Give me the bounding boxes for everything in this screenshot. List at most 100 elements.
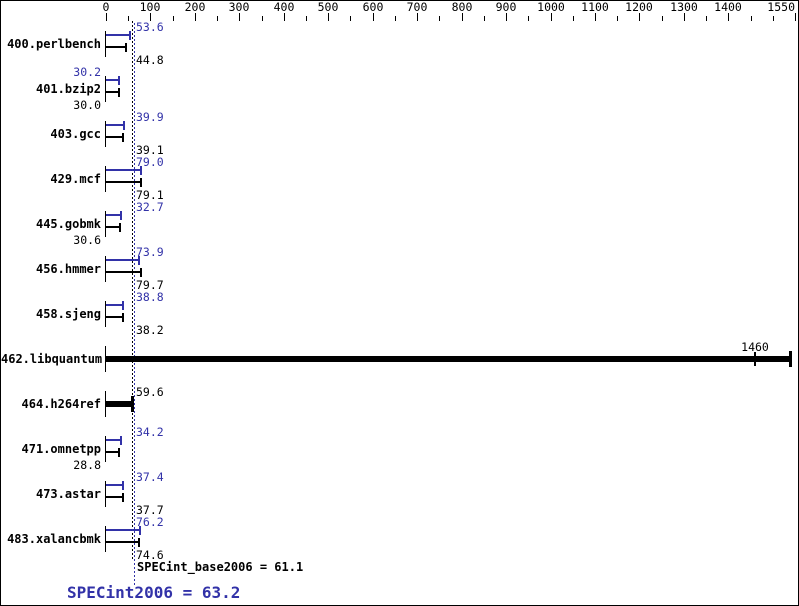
peak-bar — [106, 484, 123, 486]
axis-tick-label: 1100 — [581, 0, 609, 14]
benchmark-label: 464.h264ref — [21, 397, 101, 411]
peak-bar — [106, 169, 141, 171]
axis-tick — [484, 16, 485, 21]
x-axis: 0 100 200 300 400 500 600 700 800 900 1000 1100 1200… — [1, 0, 798, 23]
peak-bar — [106, 259, 139, 261]
base-value-label: 79.7 — [136, 278, 164, 292]
base-bar — [106, 496, 123, 498]
row-axis-baseline — [105, 526, 106, 552]
axis-tick — [662, 16, 663, 21]
benchmark-label: 462.libquantum — [1, 352, 103, 366]
row-axis-baseline — [105, 121, 106, 147]
row-axis-baseline — [105, 436, 106, 462]
row-axis-baseline — [105, 76, 106, 102]
axis-tick — [551, 13, 552, 21]
peak-bar — [106, 34, 130, 36]
base-bar — [106, 541, 139, 543]
peak-value-label: 30.2 — [73, 65, 101, 79]
axis-tick-label: 0 — [102, 0, 110, 14]
axis-tick — [795, 13, 796, 21]
result-value-label: 1460 — [741, 340, 769, 354]
peak-bar-endcap — [118, 76, 120, 85]
base-value-label: 38.2 — [136, 323, 164, 337]
base-bar — [106, 91, 119, 93]
base-bar — [106, 46, 126, 48]
axis-tick — [284, 13, 285, 21]
axis-tick — [328, 13, 329, 21]
base-value-label: 28.8 — [73, 458, 101, 472]
result-bar — [106, 356, 790, 362]
row-axis-baseline — [105, 166, 106, 192]
result-value-label: 59.6 — [136, 385, 164, 399]
benchmark-label: 483.xalancbmk — [7, 532, 101, 546]
axis-tick — [528, 16, 529, 21]
base-bar — [106, 316, 123, 318]
peak-value-label: 73.9 — [136, 245, 164, 259]
peak-bar — [106, 529, 140, 531]
benchmark-label: 471.omnetpp — [21, 442, 101, 456]
base-bar — [106, 181, 141, 183]
axis-tick-label: 600 — [362, 0, 384, 14]
axis-tick — [751, 16, 752, 21]
peak-bar-endcap — [122, 301, 124, 310]
row-axis-baseline — [105, 391, 106, 417]
axis-tick — [306, 16, 307, 21]
base-bar-endcap — [118, 88, 120, 97]
base-bar-endcap — [119, 223, 121, 232]
axis-tick-label: 700 — [406, 0, 428, 14]
axis-tick — [173, 16, 174, 21]
benchmark-label: 456.hmmer — [35, 262, 101, 276]
row-axis-baseline — [105, 256, 106, 282]
axis-tick — [439, 16, 440, 21]
peak-value-label: 37.4 — [136, 470, 164, 484]
specint-base2006-summary: SPECint_base2006 = 61.1 — [137, 560, 304, 574]
peak-bar — [106, 214, 121, 216]
peak-bar-endcap — [123, 121, 125, 130]
peak-value-label: 76.2 — [136, 515, 164, 529]
peak-bar-endcap — [139, 526, 141, 535]
axis-tick-label: 100 — [139, 0, 161, 14]
axis-tick-label: 300 — [228, 0, 250, 14]
peak-bar — [106, 124, 124, 126]
axis-tick — [417, 13, 418, 21]
axis-tick — [106, 13, 107, 21]
row-axis-baseline — [105, 346, 106, 372]
axis-tick-label: 200 — [184, 0, 206, 14]
peak-value-label: 34.2 — [136, 425, 164, 439]
axis-tick — [239, 13, 240, 21]
axis-tick — [373, 13, 374, 21]
axis-tick — [773, 16, 774, 21]
base-bar-endcap — [118, 448, 120, 457]
base-bar-endcap — [125, 43, 127, 52]
result-bar-endcap — [131, 396, 134, 412]
axis-tick — [462, 13, 463, 21]
base-value-label: 30.6 — [73, 233, 101, 247]
result-bar — [106, 401, 132, 407]
base-bar — [106, 226, 120, 228]
row-axis-baseline — [105, 481, 106, 507]
base-bar-endcap — [122, 493, 124, 502]
axis-tick-label: 1550 — [767, 0, 795, 14]
peak-bar — [106, 439, 121, 441]
peak-bar-endcap — [122, 481, 124, 490]
base-bar-endcap — [122, 133, 124, 142]
benchmark-label: 401.bzip2 — [35, 82, 101, 96]
benchmark-label: 458.sjeng — [35, 307, 101, 321]
base-bar — [106, 451, 119, 453]
base-value-label: 79.1 — [136, 188, 164, 202]
base-bar-endcap — [140, 178, 142, 187]
axis-tick-label: 1300 — [670, 0, 698, 14]
row-axis-baseline — [105, 31, 106, 57]
axis-tick-label: 1000 — [537, 0, 565, 14]
axis-tick — [728, 13, 729, 21]
axis-tick — [262, 16, 263, 21]
result-bar-endcap — [789, 351, 792, 367]
axis-tick — [150, 13, 151, 21]
axis-tick — [395, 16, 396, 21]
axis-tick — [573, 16, 574, 21]
axis-tick — [639, 13, 640, 21]
benchmark-label: 429.mcf — [50, 172, 101, 186]
axis-tick-label: 800 — [451, 0, 473, 14]
axis-tick — [506, 13, 507, 21]
